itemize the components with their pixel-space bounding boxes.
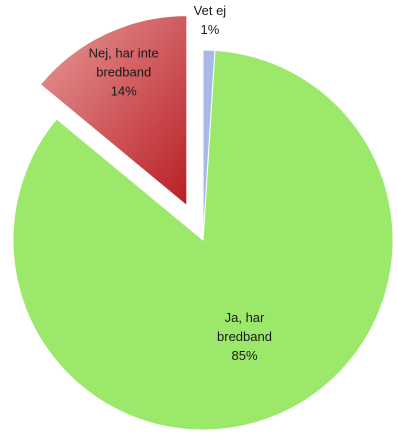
pie-labels: Ja, har bredband 85% Nej, har inte bredband 1… <box>89 3 272 363</box>
pie-label-1-line-2: 14% <box>111 84 137 99</box>
pie-slice-2 <box>202 49 216 241</box>
pie-slices <box>12 15 394 431</box>
pie-label-1-line-1: bredband <box>96 65 151 80</box>
pie-label-0-line-0: Ja, har <box>225 310 265 325</box>
pie-label-0-line-1: bredband <box>217 329 272 344</box>
pie-label-2: Vet ej 1% <box>194 3 227 37</box>
pie-label-1-line-0: Nej, har inte <box>89 46 159 61</box>
pie-label-2-line-0: Vet ej <box>194 3 227 18</box>
pie-label-0-line-2: 85% <box>231 348 257 363</box>
pie-label-1: Nej, har inte bredband 14% <box>89 46 159 99</box>
pie-label-0: Ja, har bredband 85% <box>217 310 272 363</box>
pie-slice-0 <box>12 49 394 431</box>
pie-slice-1 <box>39 15 188 207</box>
pie-label-2-line-1: 1% <box>201 22 220 37</box>
